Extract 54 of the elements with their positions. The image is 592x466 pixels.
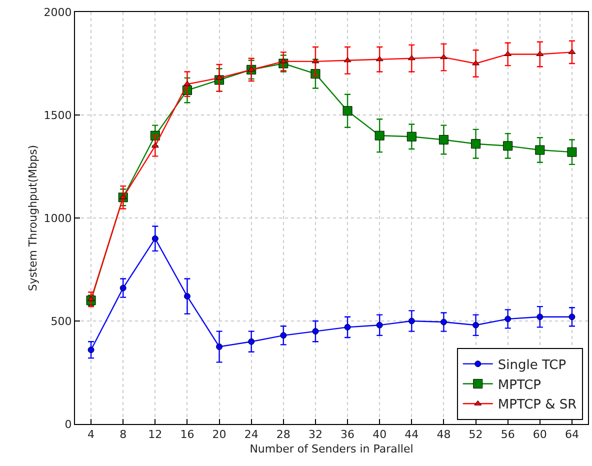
x-tick-label: 52 xyxy=(468,428,483,442)
x-tick-label: 56 xyxy=(500,428,515,442)
y-tick-label: 500 xyxy=(50,314,72,328)
x-tick-label: 4 xyxy=(88,428,95,442)
point xyxy=(376,322,383,328)
point xyxy=(344,324,351,330)
point xyxy=(312,328,319,335)
point xyxy=(152,235,158,242)
x-axis-title: Number of Senders in Parallel xyxy=(250,442,414,456)
legend-label: MPTCP xyxy=(498,378,542,393)
y-axis-title: System Throughput(Mbps) xyxy=(26,144,40,292)
x-tick-label: 24 xyxy=(244,428,258,442)
x-tick-label: 28 xyxy=(276,428,290,442)
point xyxy=(184,80,191,86)
x-tick-label: 8 xyxy=(120,428,127,442)
point xyxy=(216,344,223,350)
legend-label: MPTCP & SR xyxy=(498,398,577,413)
point xyxy=(536,314,544,320)
point xyxy=(120,284,126,292)
x-tick-label: 60 xyxy=(532,428,547,442)
x-tick-label: 36 xyxy=(340,428,355,442)
y-tick-label: 0 xyxy=(64,418,72,431)
y-tick-label: 2000 xyxy=(44,6,72,19)
legend-label: Single TCP xyxy=(498,358,566,373)
point xyxy=(535,145,545,155)
point xyxy=(472,60,480,66)
point xyxy=(184,293,190,300)
x-tick-label: 16 xyxy=(180,428,194,442)
point xyxy=(342,106,352,116)
point xyxy=(471,139,481,149)
point xyxy=(568,314,576,320)
point xyxy=(280,332,287,339)
point xyxy=(503,141,513,151)
point xyxy=(567,147,577,157)
x-tick-label: 32 xyxy=(308,428,322,442)
point xyxy=(440,318,447,326)
x-tick-label: 44 xyxy=(404,428,419,442)
point xyxy=(88,346,94,354)
point xyxy=(406,132,416,142)
x-tick-label: 64 xyxy=(564,428,579,442)
point xyxy=(472,322,480,328)
point xyxy=(374,130,384,140)
point xyxy=(216,74,223,80)
y-tick-label: 1500 xyxy=(44,108,72,122)
y-tick-label: 1000 xyxy=(44,212,72,225)
point xyxy=(438,134,448,144)
point xyxy=(504,316,512,322)
x-tick-label: 48 xyxy=(436,428,451,442)
point xyxy=(248,338,255,345)
x-tick-label: 20 xyxy=(212,428,226,442)
point xyxy=(440,54,448,60)
x-tick-label: 40 xyxy=(372,428,387,442)
x-tick-label: 12 xyxy=(148,428,162,442)
point xyxy=(408,318,415,324)
